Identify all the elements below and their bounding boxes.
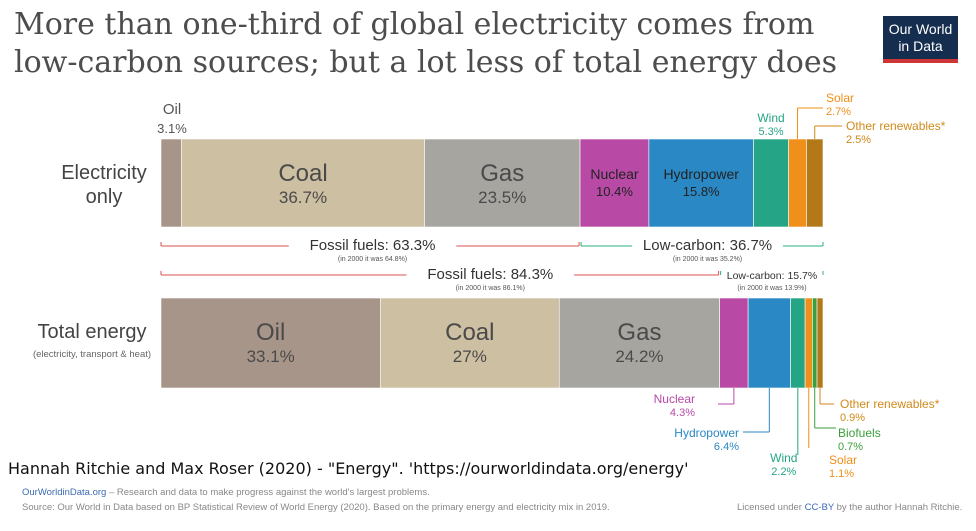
bar-0-label-solar: Solar bbox=[826, 91, 854, 105]
bar-0-value-nuclear: 10.4% bbox=[596, 184, 633, 199]
license-link[interactable]: CC-BY bbox=[804, 502, 834, 513]
bar-1-segment-oil bbox=[160, 297, 381, 389]
logo-line-2: in Data bbox=[898, 38, 943, 54]
bar-1-segment-nuclear bbox=[719, 297, 749, 389]
bar-1-value-solar: 1.1% bbox=[829, 468, 854, 480]
bar-0-segment-wind bbox=[753, 138, 789, 228]
bar-1-label-coal: Coal bbox=[445, 319, 494, 346]
bar-0-value-oil: 3.1% bbox=[157, 121, 187, 136]
bar-1-value-biofuels: 0.7% bbox=[838, 441, 863, 453]
bar-1-value-gas: 24.2% bbox=[615, 347, 663, 366]
bar-1-value-oil: 33.1% bbox=[247, 347, 295, 366]
bar-1-value-hydropower: 6.4% bbox=[714, 441, 739, 453]
bar-0-segment-oil bbox=[160, 138, 182, 228]
bar-0-segment-nuclear bbox=[579, 138, 650, 228]
bar-1-value-coal: 27% bbox=[453, 347, 487, 366]
bar-0-value-wind: 5.3% bbox=[758, 126, 783, 138]
bar-0-value-other-renewables: 2.5% bbox=[846, 134, 871, 146]
bar-0-label-line-1: Electricity bbox=[61, 162, 147, 184]
footer-license: Licensed under CC-BY by the author Hanna… bbox=[737, 502, 962, 513]
annotation-3-note: (in 2000 it was 13.9%) bbox=[737, 285, 806, 292]
bar-1-segment-biofuels bbox=[812, 297, 818, 389]
logo-line-1: Our World bbox=[888, 21, 953, 37]
bar-0-value-solar: 2.7% bbox=[826, 106, 851, 118]
bar-0-label-gas: Gas bbox=[480, 160, 524, 187]
owid-logo[interactable]: Our World in Data bbox=[883, 16, 958, 63]
annotation-0-note: (in 2000 it was 64.8%) bbox=[338, 256, 407, 263]
bar-1-segment-coal bbox=[380, 297, 560, 389]
bar-1-label-wind: Wind bbox=[770, 451, 797, 465]
annotation-0-text: Fossil fuels: 63.3% bbox=[310, 237, 436, 254]
annotation-2-note: (in 2000 it was 86.1%) bbox=[456, 285, 525, 292]
bar-1-label-oil: Oil bbox=[256, 319, 285, 346]
title-line-1: More than one-third of global electricit… bbox=[14, 7, 815, 42]
title-line-2: low-carbon sources; but a lot less of to… bbox=[14, 45, 837, 80]
bar-1-segment-gas bbox=[558, 297, 720, 389]
bar-0-segment-solar bbox=[788, 138, 807, 228]
bar-0-label-nuclear: Nuclear bbox=[590, 166, 639, 182]
bar-1-segment-solar bbox=[804, 297, 813, 389]
citation-text: Hannah Ritchie and Max Roser (2020) - "E… bbox=[8, 459, 689, 478]
annotation-3-text: Low-carbon: 15.7% bbox=[727, 270, 817, 282]
bar-1-label-nuclear: Nuclear bbox=[654, 392, 695, 406]
bar-0-segment-hydropower bbox=[648, 138, 754, 228]
bar-0-label-hydropower: Hydropower bbox=[663, 166, 739, 182]
footer-tagline-text: – Research and data to make progress aga… bbox=[106, 487, 430, 498]
annotation-1-note: (in 2000 it was 35.2%) bbox=[673, 256, 742, 263]
bar-0-value-hydropower: 15.8% bbox=[683, 184, 720, 199]
annotation-2-text: Fossil fuels: 84.3% bbox=[427, 266, 553, 283]
bar-1-value-nuclear: 4.3% bbox=[670, 407, 695, 419]
bar-1-label-hydropower: Hydropower bbox=[674, 426, 739, 440]
bar-0-segment-other-renewables bbox=[806, 138, 824, 228]
bar-0-label-coal: Coal bbox=[278, 160, 327, 187]
bar-0-label-wind: Wind bbox=[757, 111, 784, 125]
footer-source: Source: Our World in Data based on BP St… bbox=[22, 502, 610, 513]
bar-0-segment-gas bbox=[424, 138, 581, 228]
footer-site-link[interactable]: OurWorldinData.org bbox=[22, 487, 107, 498]
bar-0-label-oil: Oil bbox=[163, 101, 181, 118]
bar-1-label-biofuels: Biofuels bbox=[838, 426, 881, 440]
bar-1-label-other-renewables: Other renewables* bbox=[840, 397, 940, 411]
annotation-1-text: Low-carbon: 36.7% bbox=[643, 237, 772, 254]
bar-0-label-line-2: only bbox=[86, 186, 123, 208]
bar-1-segment-hydropower bbox=[747, 297, 791, 389]
license-prefix: Licensed under bbox=[737, 502, 805, 513]
bar-1-value-other-renewables: 0.9% bbox=[840, 412, 865, 424]
bar-1-value-wind: 2.2% bbox=[771, 466, 796, 478]
bar-1-segment-wind bbox=[790, 297, 806, 389]
footer-tagline: OurWorldinData.org – Research and data t… bbox=[22, 487, 430, 498]
bar-1-sublabel: (electricity, transport & heat) bbox=[33, 349, 151, 360]
bar-0-segment-coal bbox=[181, 138, 425, 228]
license-suffix: by the author Hannah Ritchie. bbox=[834, 502, 963, 513]
bar-1-label: Total energy bbox=[38, 321, 147, 343]
bar-1-label-gas: Gas bbox=[617, 319, 661, 346]
bar-1-segment-other-renewables bbox=[816, 297, 824, 389]
bar-0-value-gas: 23.5% bbox=[478, 188, 526, 207]
bar-0-label-other-renewables: Other renewables* bbox=[846, 119, 946, 133]
chart-title: More than one-third of global electricit… bbox=[14, 6, 864, 82]
bar-0-value-coal: 36.7% bbox=[279, 188, 327, 207]
bar-1-label-solar: Solar bbox=[829, 453, 857, 467]
